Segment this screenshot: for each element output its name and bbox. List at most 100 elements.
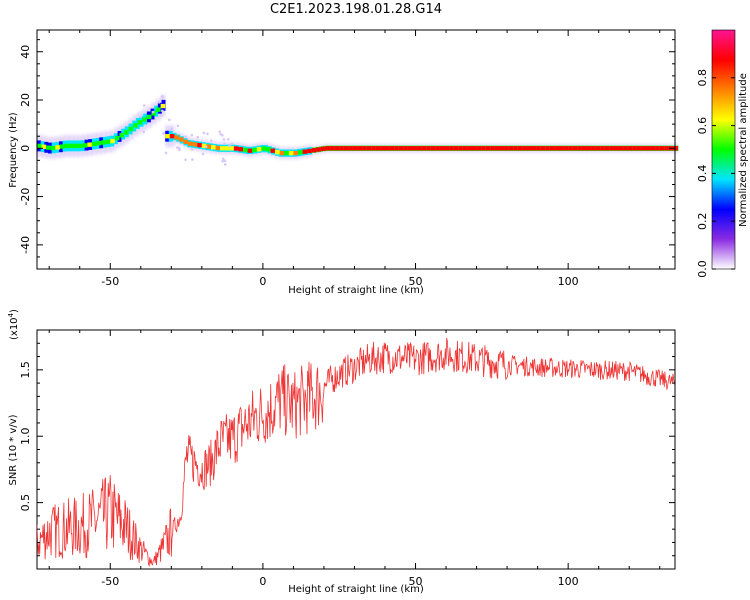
spectrogram-cell xyxy=(69,143,74,149)
spectrogram-speckle xyxy=(176,124,180,128)
spectrogram-cell xyxy=(197,142,202,148)
spectrogram-speckle xyxy=(162,131,165,135)
spectrogram-speckle xyxy=(142,104,146,107)
spectrogram-cell xyxy=(462,146,468,151)
spectrogram-cell xyxy=(101,140,106,145)
spectrogram-cell xyxy=(531,146,537,151)
spectrogram-cell xyxy=(320,146,326,151)
spectrogram-cell xyxy=(526,146,532,151)
spectrogram-cell xyxy=(494,146,500,151)
spectrogram-cell xyxy=(623,146,628,151)
spectrogram-x-tick-label: 50 xyxy=(409,275,423,288)
spectrogram-speckle xyxy=(191,158,194,161)
snr-x-axis-label: Height of straight line (km) xyxy=(288,584,424,595)
spectrogram-cell xyxy=(114,135,120,141)
spectrogram-speckle xyxy=(168,118,171,122)
spectrogram-cell xyxy=(604,146,610,151)
spectrogram-speckle xyxy=(226,138,230,141)
colorbar-label: Normalized spectral amplitude xyxy=(738,73,749,227)
spectrogram-cell xyxy=(352,146,358,151)
spectrogram-cell xyxy=(568,146,573,151)
spectrogram-cell xyxy=(178,137,184,142)
spectrogram-cell xyxy=(128,126,134,132)
spectrogram-speckle xyxy=(202,131,206,135)
snr-x-tick-label: 0 xyxy=(259,575,266,588)
spectrogram-cell xyxy=(394,146,399,151)
spectrogram-cell xyxy=(96,141,102,146)
spectrogram-cell xyxy=(256,147,262,152)
spectrogram-speckle xyxy=(142,130,146,134)
spectrogram-speckle xyxy=(190,148,194,151)
spectrogram-speckle xyxy=(196,135,200,139)
spectrogram-speckle xyxy=(228,144,231,148)
spectrogram-cell xyxy=(279,150,285,156)
snr-y-axis-label: SNR (10 * v/v) xyxy=(8,414,19,485)
spectrogram-cell xyxy=(252,147,257,153)
spectrogram-y-tick-label: 0 xyxy=(19,145,32,152)
spectrogram-cell xyxy=(572,146,578,151)
snr-x-tick-label: -50 xyxy=(101,575,119,588)
spectrogram-cell xyxy=(613,146,619,151)
spectrogram-cell xyxy=(174,135,179,140)
spectrogram-cell xyxy=(426,146,431,151)
spectrogram-cell xyxy=(343,146,349,151)
spectrogram-cell xyxy=(270,148,276,153)
spectrogram-cell xyxy=(646,146,651,151)
spectrogram-cell xyxy=(371,146,376,151)
spectrogram-cell xyxy=(536,146,541,151)
spectrogram-cell xyxy=(59,144,65,149)
spectrogram-cell xyxy=(650,146,656,151)
spectrogram-speckle xyxy=(161,109,164,113)
spectrogram-cell xyxy=(444,146,450,151)
spectrogram-cell xyxy=(261,146,266,151)
spectrogram-cell xyxy=(215,145,221,151)
spectrogram-cell xyxy=(472,146,477,151)
spectrogram-cell xyxy=(284,150,289,156)
spectrogram-speckle xyxy=(164,151,168,155)
spectrogram-cell xyxy=(499,146,505,151)
colorbar-tick-label: 0.8 xyxy=(696,69,709,87)
spectrogram-cell xyxy=(124,130,129,135)
spectrogram-x-axis-label: Height of straight line (km) xyxy=(288,285,424,296)
spectrogram-cell xyxy=(229,146,234,151)
colorbar: 0.0 0.2 0.4 0.6 0.8 Normalized spectral ampl… xyxy=(696,29,749,278)
colorbar-tick-label: 0.2 xyxy=(696,212,709,230)
spectrogram-cell xyxy=(481,146,486,151)
spectrogram-cell xyxy=(243,147,248,153)
spectrogram-cell xyxy=(655,146,660,151)
spectrogram-cell xyxy=(508,146,514,151)
spectrogram-cell xyxy=(220,146,225,151)
spectrogram-cell xyxy=(563,146,569,151)
spectrogram-speckle xyxy=(223,163,227,166)
spectrogram-speckle xyxy=(221,157,225,161)
colorbar-tick-label: 0.4 xyxy=(696,165,709,183)
spectrogram-cell xyxy=(600,146,605,151)
spectrogram-cell xyxy=(151,111,157,116)
spectrogram-panel: -50 0 50 100 -40 -20 0 20 40 Height of straight … xyxy=(8,29,679,296)
spectrogram-cell xyxy=(233,146,239,151)
spectrogram-speckle xyxy=(157,101,161,104)
spectrogram-cell xyxy=(540,146,546,151)
spectrogram-cell xyxy=(334,146,340,151)
spectrogram-cell xyxy=(119,133,124,138)
spectrogram-cell xyxy=(439,146,445,151)
spectrogram-cell xyxy=(357,146,363,151)
spectrogram-cell xyxy=(513,146,518,151)
spectrogram-speckle xyxy=(209,139,213,142)
spectrogram-cell xyxy=(559,146,564,151)
spectrogram-cell xyxy=(632,146,637,151)
spectrogram-cell xyxy=(549,146,555,151)
spectrogram-cell xyxy=(458,146,463,151)
spectrogram-cell xyxy=(160,103,166,109)
spectrogram-cell xyxy=(316,147,321,152)
spectrogram-speckle xyxy=(223,142,226,145)
spectrogram-y-tick-label: -40 xyxy=(19,236,32,254)
spectrogram-cell xyxy=(339,146,344,151)
snr-multiplier-label: (x104) xyxy=(7,309,20,340)
spectrogram-speckle xyxy=(221,159,224,163)
spectrogram-cell xyxy=(64,143,70,149)
colorbar-tick-label: 0.0 xyxy=(696,260,709,278)
spectrogram-speckle xyxy=(139,115,143,118)
spectrogram-cell xyxy=(664,146,669,151)
spectrogram-cell xyxy=(385,146,390,151)
